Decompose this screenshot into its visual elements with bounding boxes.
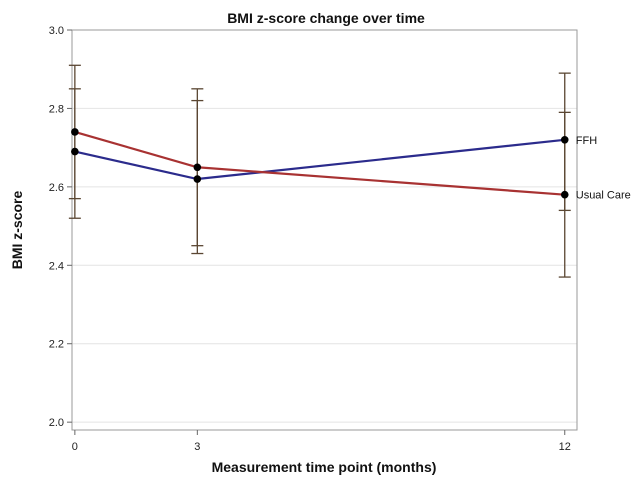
x-axis-ticks: 0 3 12 — [72, 430, 571, 453]
x-tick-label: 0 — [72, 441, 78, 453]
y-tick-label: 2.6 — [49, 182, 64, 194]
plot-frame — [71, 29, 578, 431]
x-axis-label: Measurement time point (months) — [212, 459, 437, 475]
series-label: Usual Care — [576, 190, 631, 202]
chart-title: BMI z-score change over time — [227, 10, 425, 26]
y-tick-label: 2.2 — [49, 339, 64, 351]
y-axis-ticks: 2.0 2.2 2.4 2.6 2.8 3.0 — [49, 25, 72, 429]
x-tick-label: 3 — [194, 441, 200, 453]
series-labels: FFH Usual Care — [576, 135, 631, 202]
y-tick-label: 2.0 — [49, 417, 64, 429]
data-point — [71, 128, 79, 136]
series-lines — [74, 130, 565, 196]
series-line — [74, 138, 565, 181]
data-point — [193, 163, 202, 172]
y-axis-label: BMI z-score — [9, 191, 25, 270]
x-tick-label: 12 — [559, 441, 571, 453]
data-point — [560, 190, 569, 199]
y-tick-label: 2.4 — [49, 260, 64, 272]
grid-lines — [72, 29, 577, 423]
error-bars — [68, 64, 571, 278]
series-line — [74, 130, 565, 196]
data-point — [71, 147, 79, 156]
y-tick-label: 2.8 — [49, 103, 64, 115]
y-tick-label: 3.0 — [49, 25, 64, 37]
data-points — [71, 128, 569, 199]
data-point — [560, 136, 569, 144]
data-point — [193, 175, 202, 183]
series-label: FFH — [576, 135, 597, 147]
